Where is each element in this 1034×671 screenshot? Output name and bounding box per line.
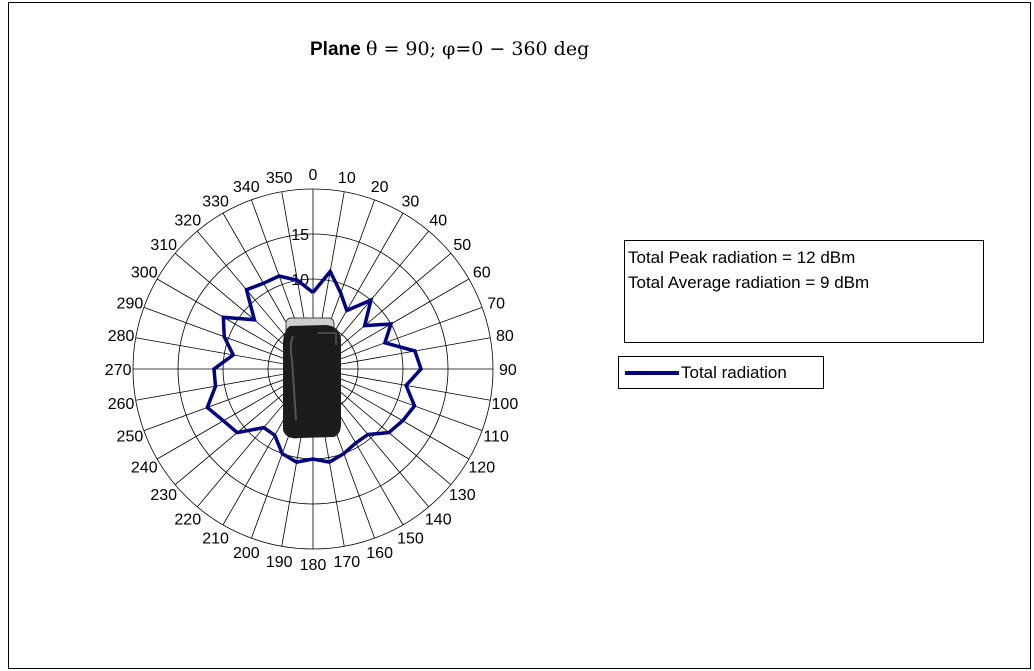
angle-tick-label: 240	[131, 459, 158, 476]
angle-tick-label: 300	[131, 265, 158, 282]
angle-tick-label: 50	[453, 237, 471, 254]
radial-tick-label: 15	[291, 227, 309, 244]
peak-radiation-text: Total Peak radiation = 12 dBm	[628, 248, 856, 267]
grid-spoke	[312, 368, 483, 431]
angle-tick-label: 10	[338, 170, 356, 187]
angle-tick-label: 110	[483, 429, 509, 446]
angle-tick-label: 200	[233, 545, 260, 562]
angle-tick-label: 270	[105, 362, 132, 379]
legend-swatch	[625, 370, 679, 375]
angle-tick-label: 190	[266, 554, 293, 571]
angle-tick-label: 210	[202, 531, 229, 548]
radiation-summary-box: Total Peak radiation = 12 dBm Total Aver…	[624, 240, 984, 343]
angle-tick-label: 280	[108, 328, 135, 345]
angle-tick-label: 290	[117, 295, 144, 312]
angle-tick-label: 40	[429, 213, 447, 230]
angle-tick-label: 80	[496, 328, 514, 345]
angle-tick-label: 30	[402, 193, 420, 210]
angle-tick-label: 230	[150, 487, 177, 504]
grid-spoke	[312, 337, 491, 370]
phone-device-image	[283, 317, 342, 439]
angle-tick-label: 330	[202, 193, 229, 210]
angle-tick-label: 20	[371, 179, 389, 196]
angle-tick-label: 70	[487, 295, 505, 312]
series-line-total-radiation	[205, 268, 423, 464]
grid-spoke	[312, 307, 483, 370]
angle-tick-label: 90	[499, 362, 517, 379]
angle-tick-label: 120	[468, 459, 495, 476]
angle-tick-label: 160	[366, 545, 393, 562]
chart-title: Plane θ = 90; φ=0 − 360 deg	[310, 38, 590, 60]
angle-tick-label: 130	[449, 487, 476, 504]
angle-tick-label: 100	[492, 396, 519, 413]
angle-tick-label: 170	[333, 554, 360, 571]
angle-tick-label: 260	[108, 396, 135, 413]
average-radiation-text: Total Average radiation = 9 dBm	[628, 273, 870, 292]
angle-tick-label: 140	[425, 511, 452, 528]
angle-tick-label: 150	[397, 531, 424, 548]
angle-tick-label: 310	[150, 237, 177, 254]
angle-tick-label: 60	[473, 265, 491, 282]
grid-spoke	[312, 368, 491, 401]
legend-label: Total radiation	[681, 362, 787, 382]
angle-tick-label: 320	[174, 213, 201, 230]
angle-tick-label: 220	[174, 511, 201, 528]
legend: Total radiation	[618, 356, 824, 389]
angle-tick-label: 250	[117, 429, 144, 446]
angle-tick-label: 180	[300, 557, 327, 574]
angle-tick-label: 0	[309, 167, 318, 184]
angle-tick-label: 340	[233, 179, 260, 196]
angle-tick-label: 350	[266, 170, 293, 187]
